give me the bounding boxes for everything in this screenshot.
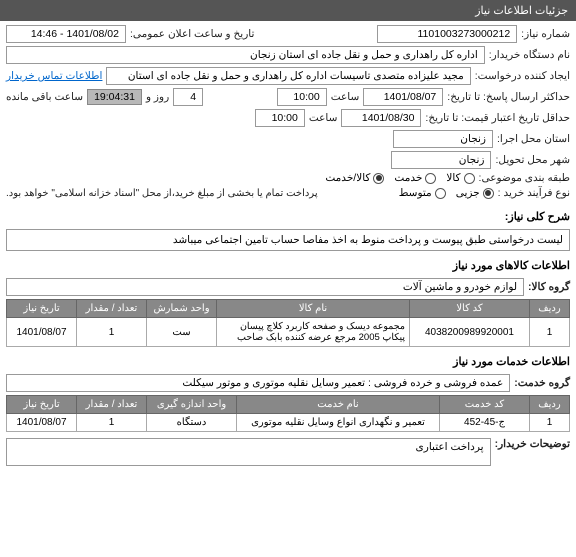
radio-goods-label: کالا	[446, 172, 460, 184]
hour-label-1: ساعت	[331, 91, 360, 103]
buyer-value: اداره کل راهداری و حمل و نقل جاده ای است…	[6, 46, 485, 64]
radio-medium[interactable]: متوسط	[399, 187, 446, 199]
page-header: جزئیات اطلاعات نیاز	[0, 0, 576, 21]
goods-table: ردیف کد کالا نام کالا واحد شمارش تعداد /…	[6, 299, 570, 347]
buyer-notes-label: توضیحات خریدار:	[495, 438, 570, 450]
services-th-qty: تعداد / مقدار	[77, 396, 147, 414]
deadline-send-label: حداکثر ارسال پاسخ: تا تاریخ:	[447, 91, 570, 103]
deadline-send-time: 10:00	[277, 88, 327, 106]
deadline-send-date: 1401/08/07	[363, 88, 443, 106]
purchase-type-label: نوع فرآیند خرید :	[498, 187, 570, 199]
contact-link[interactable]: اطلاعات تماس خریدار	[6, 70, 102, 82]
goods-section-title: اطلاعات کالاهای مورد نیاز	[0, 253, 576, 278]
services-date: 1401/08/07	[7, 414, 77, 432]
radio-both-label: کالا/خدمت	[325, 172, 370, 184]
goods-group-value: لوازم خودرو و ماشین آلات	[6, 278, 524, 296]
radio-minor[interactable]: جزیی	[456, 187, 494, 199]
table-row: 1 ج-45-452 تعمیر و نگهداری انواع وسایل ن…	[7, 414, 570, 432]
goods-th-qty: تعداد / مقدار	[77, 300, 147, 318]
services-th-row: ردیف	[530, 396, 570, 414]
category-label: طبقه بندی موضوعی:	[479, 172, 570, 184]
goods-th-unit: واحد شمارش	[147, 300, 217, 318]
delivery-city-label: شهر محل تحویل:	[495, 154, 570, 166]
services-group-label: گروه خدمت:	[514, 377, 570, 389]
category-radio-group: کالا خدمت کالا/خدمت	[325, 172, 474, 184]
services-qty: 1	[77, 414, 147, 432]
goods-code: 4038200989920001	[410, 318, 530, 347]
desc-value: لیست درخواستی طبق پیوست و پرداخت منوط به…	[6, 229, 570, 251]
goods-unit: ست	[147, 318, 217, 347]
goods-row: 1	[530, 318, 570, 347]
requester-label: ایجاد کننده درخواست:	[475, 70, 570, 82]
remaining-label: ساعت باقی مانده	[6, 91, 83, 103]
goods-name: مجموعه دیسک و صفحه کاربرد کلاچ پیسان پیک…	[217, 318, 410, 347]
requester-value: مجید علیزاده متصدی تاسیسات اداره کل راهد…	[106, 67, 470, 85]
hour-label-2: ساعت	[309, 112, 338, 124]
page-title: جزئیات اطلاعات نیاز	[475, 5, 568, 17]
services-th-date: تاریخ نیاز	[7, 396, 77, 414]
days-unit: روز و	[146, 91, 169, 103]
services-section-title: اطلاعات خدمات مورد نیاز	[0, 349, 576, 374]
radio-minor-label: جزیی	[456, 187, 480, 199]
form-main: شماره نیاز: 1101003273000212 تاریخ و ساع…	[0, 21, 576, 206]
goods-th-date: تاریخ نیاز	[7, 300, 77, 318]
remaining-badge: 19:04:31	[87, 89, 142, 105]
need-number-value: 1101003273000212	[377, 25, 517, 43]
goods-qty: 1	[77, 318, 147, 347]
announce-label: تاریخ و ساعت اعلان عمومی:	[130, 28, 254, 40]
goods-th-row: ردیف	[530, 300, 570, 318]
services-code: ج-45-452	[440, 414, 530, 432]
days-count: 4	[173, 88, 203, 106]
buyer-notes-value: پرداخت اعتباری	[6, 438, 491, 466]
validity-date: 1401/08/30	[341, 109, 421, 127]
radio-medium-label: متوسط	[399, 187, 432, 199]
services-th-code: کد خدمت	[440, 396, 530, 414]
services-unit: دستگاه	[147, 414, 237, 432]
exec-province: زنجان	[393, 130, 493, 148]
radio-service[interactable]: خدمت	[394, 172, 436, 184]
desc-label: شرح کلی نیاز:	[0, 206, 576, 227]
goods-date: 1401/08/07	[7, 318, 77, 347]
services-table: ردیف کد خدمت نام خدمت واحد اندازه گیری ت…	[6, 395, 570, 432]
validity-label: حداقل تاریخ اعتبار قیمت: تا تاریخ:	[425, 112, 570, 124]
radio-both[interactable]: کالا/خدمت	[325, 172, 384, 184]
goods-th-code: کد کالا	[410, 300, 530, 318]
delivery-city: زنجان	[391, 151, 491, 169]
services-name: تعمیر و نگهداری انواع وسایل نقلیه موتوری	[237, 414, 440, 432]
need-number-label: شماره نیاز:	[521, 28, 570, 40]
table-row: 1 4038200989920001 مجموعه دیسک و صفحه کا…	[7, 318, 570, 347]
radio-service-label: خدمت	[394, 172, 422, 184]
exec-province-label: استان محل اجرا:	[497, 133, 570, 145]
purchase-radio-group: جزیی متوسط	[399, 187, 494, 199]
services-row: 1	[530, 414, 570, 432]
validity-time: 10:00	[255, 109, 305, 127]
services-th-name: نام خدمت	[237, 396, 440, 414]
goods-th-name: نام کالا	[217, 300, 410, 318]
services-group-value: عمده فروشی و خرده فروشی : تعمیر وسایل نق…	[6, 374, 510, 392]
goods-group-label: گروه کالا:	[528, 281, 570, 293]
announce-value: 1401/08/02 - 14:46	[6, 25, 126, 43]
radio-goods[interactable]: کالا	[446, 172, 474, 184]
services-th-unit: واحد اندازه گیری	[147, 396, 237, 414]
buyer-label: نام دستگاه خریدار:	[489, 49, 570, 61]
purchase-note: پرداخت تمام یا بخشی از مبلغ خرید،از محل …	[6, 188, 318, 199]
